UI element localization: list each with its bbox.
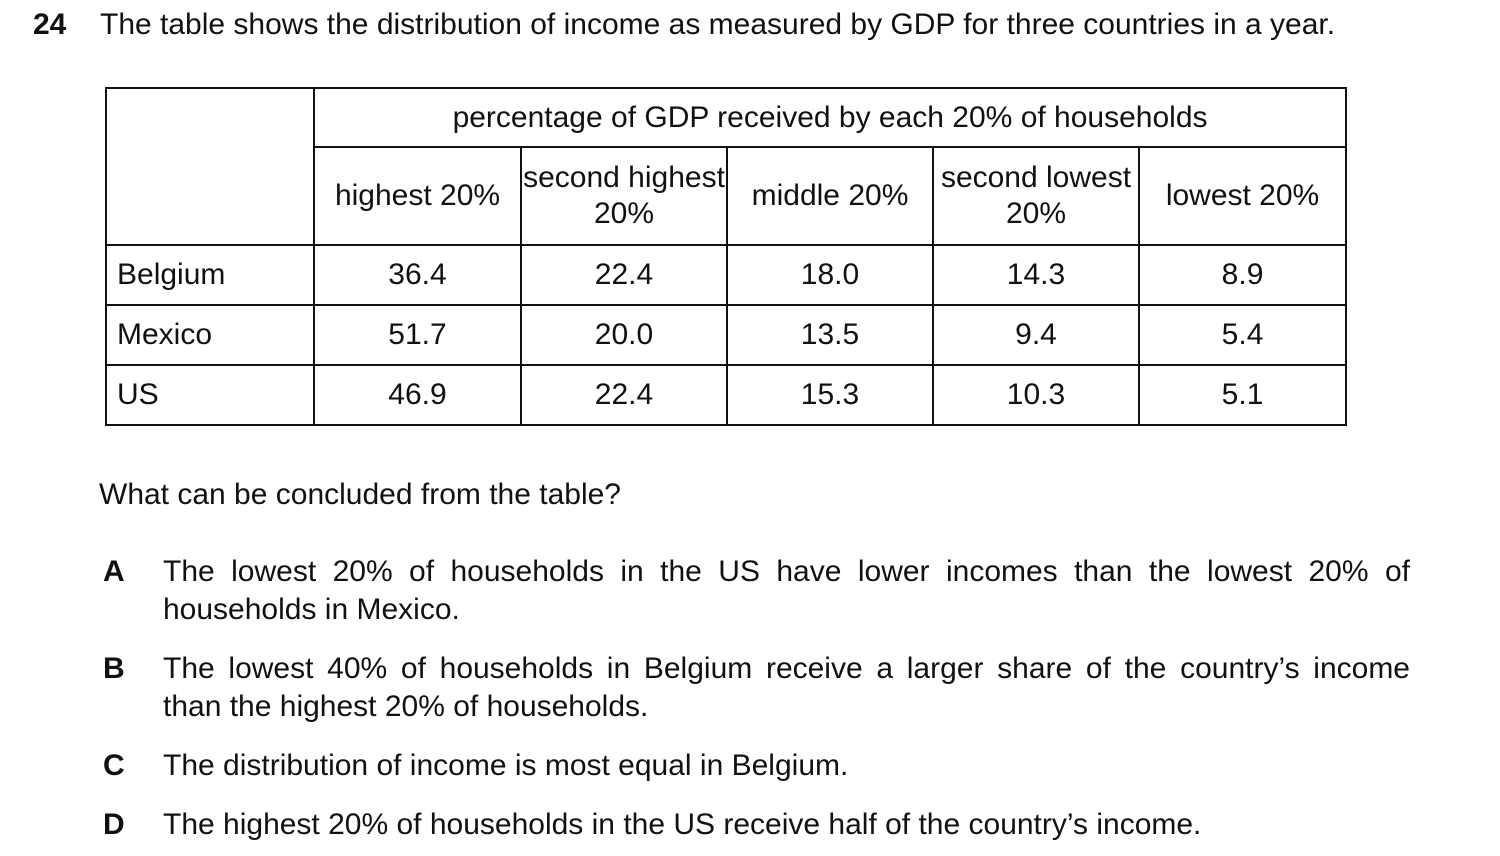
value-cell: 8.9 bbox=[1137, 244, 1348, 306]
value-cell: 22.4 bbox=[520, 244, 728, 306]
value-cell: 14.3 bbox=[932, 244, 1140, 306]
value-cell: 22.4 bbox=[520, 364, 728, 426]
country-cell: Belgium bbox=[105, 244, 315, 306]
option-text-line: The distribution of income is most equal… bbox=[163, 749, 849, 782]
value-cell: 20.0 bbox=[520, 304, 728, 366]
value-cell: 10.3 bbox=[932, 364, 1140, 426]
option-b-text: The lowest 40% of households in Belgium … bbox=[163, 650, 1410, 726]
col-header-middle-20: middle 20% bbox=[726, 146, 934, 246]
option-text-line: households in Mexico. bbox=[163, 593, 460, 626]
option-c: C The distribution of income is most equ… bbox=[103, 747, 1410, 785]
country-cell: US bbox=[105, 364, 315, 426]
col-header-highest-20: highest 20% bbox=[313, 146, 522, 246]
option-a-letter: A bbox=[103, 555, 125, 588]
table-span-header-row: percentage of GDP received by each 20% o… bbox=[105, 87, 1348, 246]
value-cell: 5.4 bbox=[1137, 304, 1348, 366]
col-header-lowest-20: lowest 20% bbox=[1137, 146, 1348, 246]
value-cell: 5.1 bbox=[1137, 364, 1348, 426]
option-a-text: The lowest 20% of households in the US h… bbox=[163, 553, 1410, 629]
table-column-header-row: highest 20% second highest 20% middle 20… bbox=[106, 146, 1348, 246]
value-cell: 51.7 bbox=[313, 304, 522, 366]
option-text-line: The lowest 20% of households in the US h… bbox=[163, 555, 1410, 588]
option-text-line: than the highest 20% of households. bbox=[163, 690, 649, 723]
option-d: D The highest 20% of households in the U… bbox=[103, 806, 1410, 844]
question-header: 24 The table shows the distribution of i… bbox=[33, 7, 1335, 43]
table-row-us: US 46.9 22.4 15.3 10.3 5.1 bbox=[105, 364, 1348, 426]
option-c-text: The distribution of income is most equal… bbox=[163, 747, 1410, 785]
option-c-letter: C bbox=[103, 749, 125, 782]
value-cell: 46.9 bbox=[313, 364, 522, 426]
col-header-second-lowest-20: second lowest 20% bbox=[932, 146, 1140, 246]
value-cell: 15.3 bbox=[726, 364, 934, 426]
table-row-belgium: Belgium 36.4 22.4 18.0 14.3 8.9 bbox=[105, 244, 1348, 306]
value-cell: 9.4 bbox=[932, 304, 1140, 366]
table-row-mexico: Mexico 51.7 20.0 13.5 9.4 5.4 bbox=[105, 304, 1348, 366]
option-b-letter: B bbox=[103, 652, 125, 685]
col-header-second-highest-20: second highest 20% bbox=[520, 146, 728, 246]
option-d-letter: D bbox=[103, 808, 125, 841]
question-intro: The table shows the distribution of inco… bbox=[100, 8, 1336, 41]
income-distribution-table: percentage of GDP received by each 20% o… bbox=[105, 87, 1348, 426]
option-d-text: The highest 20% of households in the US … bbox=[163, 806, 1410, 844]
value-cell: 36.4 bbox=[313, 244, 522, 306]
country-cell: Mexico bbox=[105, 304, 315, 366]
option-a: A The lowest 20% of households in the US… bbox=[103, 553, 1410, 629]
option-text-line: The highest 20% of households in the US … bbox=[163, 808, 1202, 841]
question-prompt: What can be concluded from the table? bbox=[99, 478, 621, 511]
question-number: 24 bbox=[33, 8, 67, 41]
value-cell: 13.5 bbox=[726, 304, 934, 366]
table-span-header: percentage of GDP received by each 20% o… bbox=[312, 87, 1348, 148]
table-corner-cell bbox=[105, 87, 315, 246]
option-b: B The lowest 40% of households in Belgiu… bbox=[103, 650, 1410, 726]
option-text-line: The lowest 40% of households in Belgium … bbox=[163, 652, 1410, 685]
value-cell: 18.0 bbox=[726, 244, 934, 306]
